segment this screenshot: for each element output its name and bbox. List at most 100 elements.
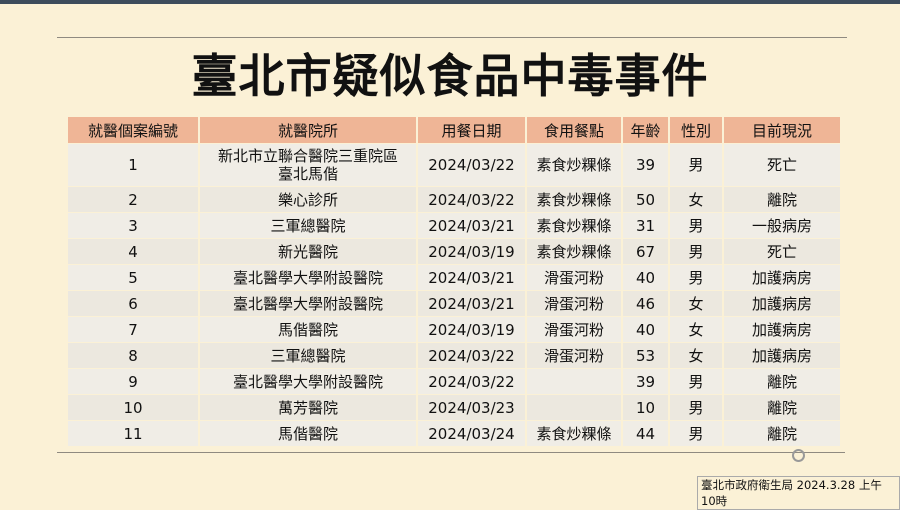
table-cell: 馬偕醫院 bbox=[199, 420, 418, 446]
table-cell: 萬芳醫院 bbox=[199, 394, 418, 421]
table-cell: 50 bbox=[622, 186, 670, 213]
table-cell: 樂心診所 bbox=[199, 186, 418, 213]
table-cell: 31 bbox=[622, 212, 670, 239]
table-cell: 臺北醫學大學附設醫院 bbox=[199, 290, 418, 317]
table-row: 3 三軍總醫院 2024/03/21 素食炒粿條 31 男一般病房 bbox=[68, 212, 842, 239]
table-cell: 馬偕醫院 bbox=[199, 316, 418, 343]
table-row: 8 三軍總醫院 2024/03/22 滑蛋河粉 53 女加護病房 bbox=[68, 342, 842, 369]
table-cell: 離院 bbox=[723, 394, 842, 421]
table-cell: 女 bbox=[669, 342, 724, 369]
table-cell: 2024/03/24 bbox=[417, 420, 527, 446]
table-cell: 一般病房 bbox=[723, 212, 842, 239]
table-row: 2 樂心診所 2024/03/22 素食炒粿條 50 女離院 bbox=[68, 186, 842, 213]
table-cell: 滑蛋河粉 bbox=[526, 264, 623, 291]
table-cell bbox=[526, 394, 623, 421]
table-cell: 男 bbox=[669, 238, 724, 265]
table-cell: 加護病房 bbox=[723, 290, 842, 317]
column-header: 就醫院所 bbox=[199, 117, 418, 144]
table-row: 5 臺北醫學大學附設醫院 2024/03/21 滑蛋河粉 40 男加護病房 bbox=[68, 264, 842, 291]
table-cell: 男 bbox=[669, 212, 724, 239]
table-cell: 39 bbox=[622, 143, 670, 187]
table-cell: 加護病房 bbox=[723, 264, 842, 291]
table-cell: 2024/03/22 bbox=[417, 342, 527, 369]
table-cell: 滑蛋河粉 bbox=[526, 316, 623, 343]
table-cell: 離院 bbox=[723, 420, 842, 446]
table-cell: 男 bbox=[669, 420, 724, 446]
table-row: 7 馬偕醫院 2024/03/19 滑蛋河粉 40 女加護病房 bbox=[68, 316, 842, 343]
table-cell: 素食炒粿條 bbox=[526, 143, 623, 187]
table-cell: 滑蛋河粉 bbox=[526, 290, 623, 317]
table-cell: 男 bbox=[669, 394, 724, 421]
table-cell: 2024/03/21 bbox=[417, 264, 527, 291]
table-cell: 44 bbox=[622, 420, 670, 446]
table-cell: 2 bbox=[68, 186, 200, 213]
table-cell: 2024/03/21 bbox=[417, 212, 527, 239]
table-cell: 8 bbox=[68, 342, 200, 369]
credit-textbox[interactable]: 臺北市政府衛生局 2024.3.28 上午10時 bbox=[697, 476, 900, 510]
page-title: 臺北市疑似食品中毒事件 bbox=[191, 49, 709, 103]
table-cell: 9 bbox=[68, 368, 200, 395]
table-cell: 2024/03/22 bbox=[417, 143, 527, 187]
table-cell: 4 bbox=[68, 238, 200, 265]
table-cell: 臺北醫學大學附設醫院 bbox=[199, 368, 418, 395]
table-cell: 2024/03/19 bbox=[417, 316, 527, 343]
column-header: 性別 bbox=[669, 117, 724, 144]
table-cell: 素食炒粿條 bbox=[526, 420, 623, 446]
table-row: 4 新光醫院 2024/03/19 素食炒粿條 67 男死亡 bbox=[68, 238, 842, 265]
table-cell: 男 bbox=[669, 264, 724, 291]
table-cell: 加護病房 bbox=[723, 316, 842, 343]
table-cell: 2024/03/22 bbox=[417, 368, 527, 395]
table-row: 6 臺北醫學大學附設醫院 2024/03/21 滑蛋河粉 46 女加護病房 bbox=[68, 290, 842, 317]
table-cell: 53 bbox=[622, 342, 670, 369]
table-cell: 加護病房 bbox=[723, 342, 842, 369]
top-bar bbox=[0, 0, 900, 4]
table-cell: 素食炒粿條 bbox=[526, 238, 623, 265]
table-cell: 7 bbox=[68, 316, 200, 343]
table-cell: 死亡 bbox=[723, 238, 842, 265]
cases-table: 就醫個案編號 就醫院所 用餐日期 食用餐點 年齡 性別 目前現況 1 新北市立聯合醫院三重院區… bbox=[68, 117, 842, 446]
table-cell: 女 bbox=[669, 290, 724, 317]
table-cell: 10 bbox=[622, 394, 670, 421]
table-row: 1 新北市立聯合醫院三重院區 臺北馬偕 2024/03/22 素食炒粿條 39 男死亡 bbox=[68, 143, 842, 187]
column-header: 食用餐點 bbox=[526, 117, 623, 144]
table-cell: 3 bbox=[68, 212, 200, 239]
table-cell: 死亡 bbox=[723, 143, 842, 187]
table-cell: 男 bbox=[669, 368, 724, 395]
table-cell: 女 bbox=[669, 316, 724, 343]
table-row: 9 臺北醫學大學附設醫院 2024/03/22 39 男離院 bbox=[68, 368, 842, 395]
table-cell: 新北市立聯合醫院三重院區 臺北馬偕 bbox=[199, 143, 418, 187]
table-cell: 11 bbox=[68, 420, 200, 446]
table-cell: 臺北醫學大學附設醫院 bbox=[199, 264, 418, 291]
table-cell: 40 bbox=[622, 264, 670, 291]
table-cell: 女 bbox=[669, 186, 724, 213]
table-cell: 男 bbox=[669, 143, 724, 187]
table-cell: 三軍總醫院 bbox=[199, 212, 418, 239]
table-cell: 三軍總醫院 bbox=[199, 342, 418, 369]
column-header: 就醫個案編號 bbox=[68, 117, 200, 144]
table-cell: 40 bbox=[622, 316, 670, 343]
table-cell: 10 bbox=[68, 394, 200, 421]
table-row: 10 萬芳醫院 2024/03/23 10 男離院 bbox=[68, 394, 842, 421]
divider-bottom bbox=[57, 452, 845, 453]
table-cell: 素食炒粿條 bbox=[526, 186, 623, 213]
table-cell: 素食炒粿條 bbox=[526, 212, 623, 239]
table-cell: 2024/03/19 bbox=[417, 238, 527, 265]
table-cell: 2024/03/23 bbox=[417, 394, 527, 421]
column-header: 年齡 bbox=[622, 117, 670, 144]
table-cell: 2024/03/22 bbox=[417, 186, 527, 213]
table-cell: 新光醫院 bbox=[199, 238, 418, 265]
table-cell: 67 bbox=[622, 238, 670, 265]
table-cell: 5 bbox=[68, 264, 200, 291]
table-cell: 46 bbox=[622, 290, 670, 317]
rotate-handle-icon[interactable] bbox=[792, 449, 805, 462]
table-cell: 39 bbox=[622, 368, 670, 395]
table-cell: 離院 bbox=[723, 368, 842, 395]
table-row: 11 馬偕醫院 2024/03/24 素食炒粿條 44 男離院 bbox=[68, 420, 842, 446]
column-header: 目前現況 bbox=[723, 117, 842, 144]
table-cell: 離院 bbox=[723, 186, 842, 213]
column-header: 用餐日期 bbox=[417, 117, 527, 144]
table-cell: 1 bbox=[68, 143, 200, 187]
table-cell bbox=[526, 368, 623, 395]
table-cell: 6 bbox=[68, 290, 200, 317]
table-cell: 2024/03/21 bbox=[417, 290, 527, 317]
